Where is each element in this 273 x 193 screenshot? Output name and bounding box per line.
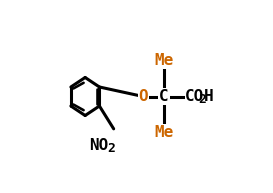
Text: H: H: [203, 89, 213, 104]
Text: CO: CO: [185, 89, 204, 104]
Text: NO: NO: [89, 137, 108, 152]
Text: Me: Me: [155, 53, 174, 68]
Text: 2: 2: [108, 142, 115, 155]
Text: 2: 2: [199, 93, 207, 106]
Text: O: O: [138, 89, 148, 104]
Text: Me: Me: [155, 125, 174, 140]
Text: C: C: [159, 89, 169, 104]
